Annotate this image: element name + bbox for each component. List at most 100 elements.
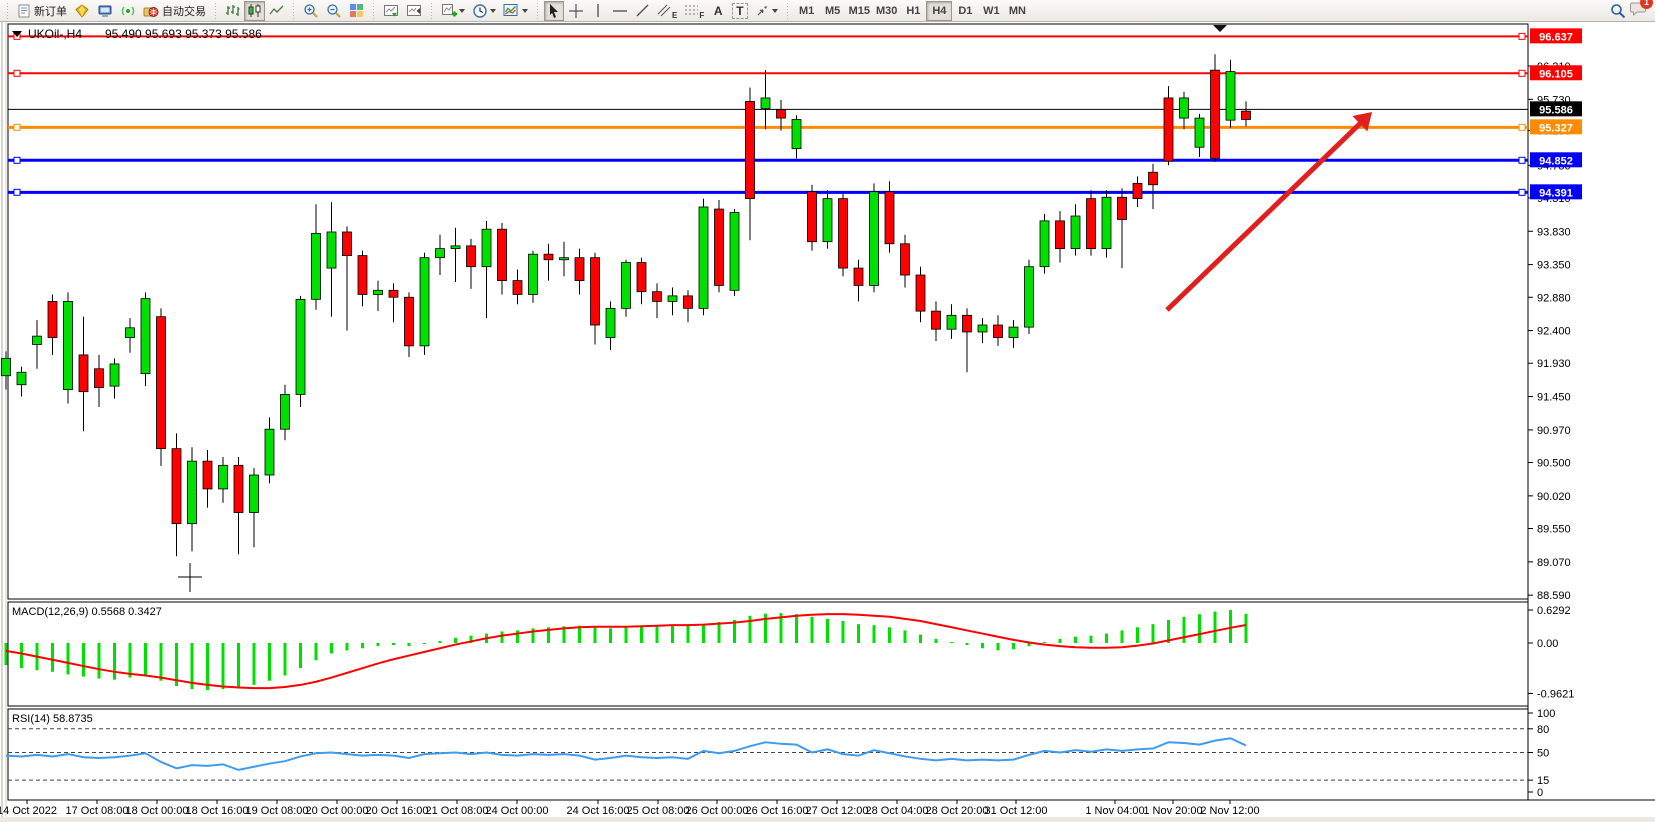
label-tool-button[interactable]: T xyxy=(729,1,750,21)
bear-candle xyxy=(900,243,910,276)
chart-shift-marker[interactable] xyxy=(1213,25,1227,32)
trend-arrow[interactable] xyxy=(1165,112,1372,312)
bull-candle xyxy=(419,257,430,347)
autotrading-icon xyxy=(143,6,159,17)
signals-button[interactable] xyxy=(117,1,139,21)
date-label: 31 Oct 12:00 xyxy=(985,805,1048,817)
toolbar-grip xyxy=(784,2,790,19)
line-handle xyxy=(13,188,21,196)
price-badge xyxy=(1530,65,1582,81)
notifications-button[interactable]: 1 xyxy=(1630,0,1653,21)
text-tool-letter: A xyxy=(713,3,723,18)
chart-symbol-title: UKOil-,H4 xyxy=(28,27,82,41)
timeframe-button-h4[interactable]: H4 xyxy=(926,0,953,21)
bull-candle xyxy=(125,327,135,338)
date-label: 20 Oct 00:00 xyxy=(306,805,369,817)
svg-text:90.970: 90.970 xyxy=(1537,425,1571,437)
chart-shift-icon xyxy=(407,4,421,16)
bull-candle xyxy=(295,298,306,395)
timeframe-button-mn[interactable]: MN xyxy=(1004,1,1030,21)
auto-scroll-button[interactable] xyxy=(380,1,402,21)
timeframe-button-d1[interactable]: D1 xyxy=(952,1,978,21)
bear-candle xyxy=(574,257,585,281)
vertical-line-tool-button[interactable] xyxy=(588,1,608,21)
bear-candle xyxy=(838,198,848,269)
symbol-dropdown-icon[interactable] xyxy=(12,31,22,37)
svg-text:0: 0 xyxy=(1537,787,1543,799)
bull-candle xyxy=(1,357,11,377)
level-lines[interactable] xyxy=(8,32,1528,196)
autotrading-label: 自动交易 xyxy=(162,5,206,18)
zoom-out-button[interactable] xyxy=(323,1,345,21)
bear-candle xyxy=(466,245,476,268)
timeframe-button-m15[interactable]: M15 xyxy=(846,1,873,21)
bull-candle xyxy=(822,198,833,243)
bar-chart-button[interactable] xyxy=(222,1,243,21)
line-handle xyxy=(1518,156,1526,164)
svg-text:93.350: 93.350 xyxy=(1537,260,1571,272)
bull-candle xyxy=(559,257,569,261)
crosshair-tool-button[interactable] xyxy=(565,1,587,21)
bear-candle xyxy=(171,448,182,525)
period-button[interactable] xyxy=(469,1,499,21)
bull-candle xyxy=(249,474,259,513)
bear-candle xyxy=(94,368,104,388)
bear-candle xyxy=(1055,220,1065,250)
bear-candle xyxy=(652,291,662,302)
timeframe-button-m1[interactable]: M1 xyxy=(794,1,820,21)
bull-candle xyxy=(1070,215,1081,250)
tile-windows-button[interactable] xyxy=(346,1,367,21)
bull-candle xyxy=(311,232,321,300)
new-order-button[interactable]: 新订单 xyxy=(14,1,70,21)
bear-candle xyxy=(683,295,693,309)
zoom-in-button[interactable] xyxy=(300,1,322,21)
bear-candle xyxy=(512,280,523,295)
svg-text:0.00: 0.00 xyxy=(1537,638,1558,650)
rsi-line xyxy=(5,737,1247,771)
channel-tool-button[interactable]: E xyxy=(654,1,680,21)
fibonacci-tool-button[interactable]: F xyxy=(681,1,707,21)
bear-candle xyxy=(1148,171,1158,186)
search-button[interactable] xyxy=(1607,1,1629,21)
timeframe-button-w1[interactable]: W1 xyxy=(978,1,1004,21)
cursor-arrow-icon xyxy=(550,4,558,18)
candlestick-icon xyxy=(248,4,261,17)
trendline-tool-button[interactable] xyxy=(632,1,653,21)
template-button[interactable] xyxy=(500,1,531,21)
bull-candle xyxy=(32,335,42,345)
bear-candle xyxy=(776,109,786,119)
horizontal-line-tool-button[interactable] xyxy=(609,1,631,21)
price-badges: 96.637 96.105 95.327 94.852 94.391 95.586 xyxy=(1530,28,1582,200)
text-tool-button[interactable]: A xyxy=(708,1,728,21)
svg-text:0.6292: 0.6292 xyxy=(1537,605,1571,617)
date-label: 2 Nov 12:00 xyxy=(1200,805,1259,817)
bear-candle xyxy=(78,354,89,393)
bar-chart-icon xyxy=(226,5,240,16)
line-chart-button[interactable] xyxy=(266,1,287,21)
bull-candle xyxy=(373,289,383,295)
arrows-tool-button[interactable] xyxy=(752,1,781,21)
svg-text:95.327: 95.327 xyxy=(1539,122,1573,134)
new-order-icon xyxy=(18,4,30,17)
macd-signal-line xyxy=(5,613,1247,690)
chart-shift-button[interactable] xyxy=(403,1,425,21)
cursor-tool-button[interactable] xyxy=(544,0,564,21)
autotrading-button[interactable]: 自动交易 xyxy=(140,1,209,21)
terminal-icon xyxy=(98,5,112,17)
bull-candle xyxy=(1008,326,1019,338)
terminal-button[interactable] xyxy=(94,1,116,21)
date-label: 1 Nov 04:00 xyxy=(1085,805,1144,817)
bull-candle xyxy=(264,428,275,476)
metaeditor-button[interactable] xyxy=(71,1,93,21)
candlestick-chart-button[interactable] xyxy=(244,0,265,21)
ohlc-readout: 95.490 95.693 95.373 95.586 xyxy=(105,27,262,41)
bear-candle xyxy=(156,316,166,450)
timeframe-button-m5[interactable]: M5 xyxy=(820,1,846,21)
timeframe-button-m30[interactable]: M30 xyxy=(873,1,900,21)
timeframe-button-h1[interactable]: H1 xyxy=(900,1,926,21)
zoom-in-icon xyxy=(304,3,318,18)
date-label: 25 Oct 08:00 xyxy=(627,805,690,817)
add-indicator-button[interactable] xyxy=(438,1,468,21)
